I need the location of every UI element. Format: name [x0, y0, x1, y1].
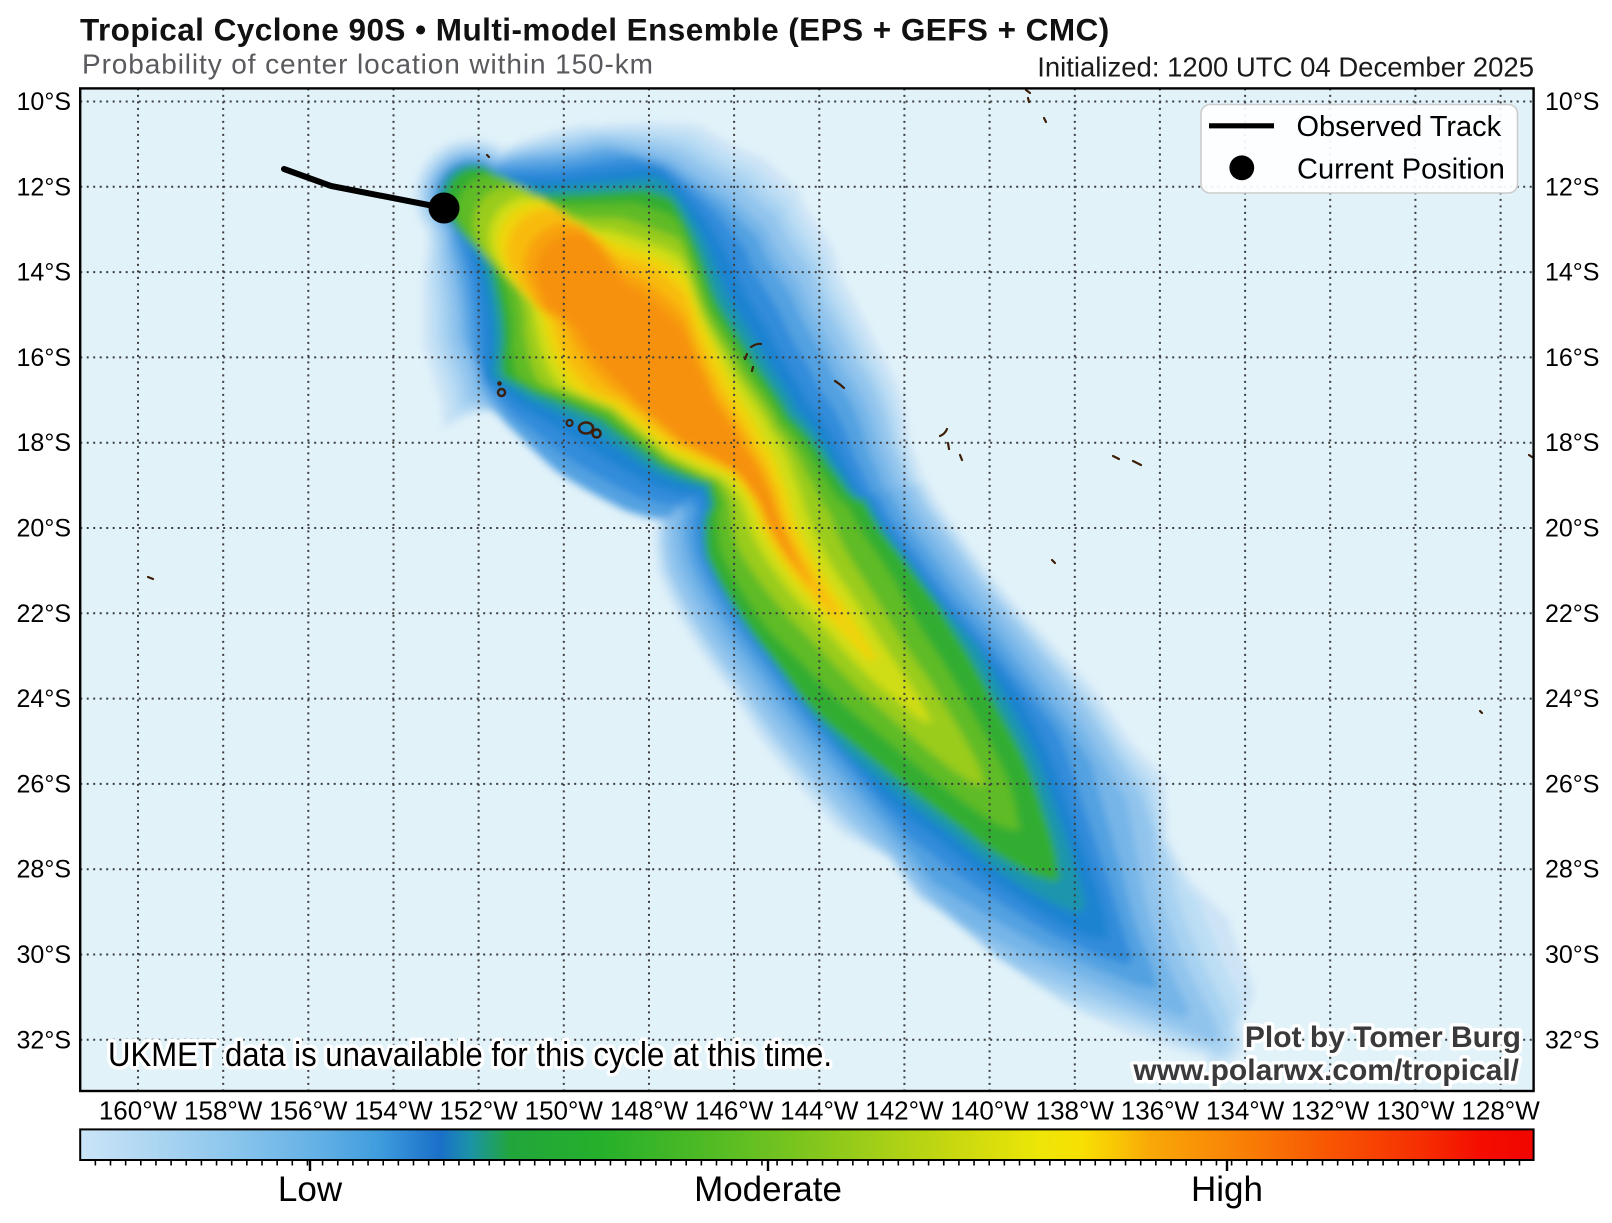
- svg-text:14°S: 14°S: [17, 259, 71, 287]
- svg-text:18°S: 18°S: [17, 429, 71, 457]
- svg-text:26°S: 26°S: [1545, 770, 1599, 798]
- svg-text:140°W: 140°W: [950, 1096, 1029, 1126]
- svg-text:24°S: 24°S: [17, 685, 71, 713]
- svg-text:16°S: 16°S: [1545, 344, 1599, 372]
- svg-text:30°S: 30°S: [17, 941, 71, 969]
- svg-text:148°W: 148°W: [610, 1096, 689, 1126]
- svg-text:158°W: 158°W: [184, 1096, 263, 1126]
- svg-text:156°W: 156°W: [269, 1096, 348, 1126]
- svg-text:32°S: 32°S: [17, 1026, 71, 1054]
- svg-text:12°S: 12°S: [17, 173, 71, 201]
- svg-text:Probability of center location: Probability of center location within 15…: [82, 49, 654, 80]
- svg-text:26°S: 26°S: [17, 770, 71, 798]
- svg-text:18°S: 18°S: [1545, 429, 1599, 457]
- svg-text:32°S: 32°S: [1545, 1026, 1599, 1054]
- svg-text:28°S: 28°S: [17, 856, 71, 884]
- svg-text:20°S: 20°S: [1545, 515, 1599, 543]
- svg-text:Observed Track: Observed Track: [1297, 111, 1502, 143]
- svg-text:Moderate: Moderate: [694, 1170, 842, 1209]
- svg-text:154°W: 154°W: [354, 1096, 433, 1126]
- svg-text:22°S: 22°S: [1545, 600, 1599, 628]
- svg-text:20°S: 20°S: [17, 515, 71, 543]
- svg-text:Initialized: 1200 UTC 04 Decem: Initialized: 1200 UTC 04 December 2025: [1037, 52, 1534, 83]
- svg-text:28°S: 28°S: [1545, 856, 1599, 884]
- svg-text:Current Position: Current Position: [1297, 153, 1505, 185]
- svg-text:30°S: 30°S: [1545, 941, 1599, 969]
- svg-text:160°W: 160°W: [99, 1096, 178, 1126]
- svg-text:14°S: 14°S: [1545, 259, 1599, 287]
- svg-text:134°W: 134°W: [1206, 1096, 1285, 1126]
- svg-text:10°S: 10°S: [17, 88, 71, 116]
- svg-text:10°S: 10°S: [1545, 88, 1599, 116]
- svg-text:Low: Low: [278, 1170, 343, 1209]
- svg-text:12°S: 12°S: [1545, 173, 1599, 201]
- svg-text:142°W: 142°W: [865, 1096, 944, 1126]
- svg-text:Plot by Tomer Burg: Plot by Tomer Burg: [1245, 1021, 1521, 1054]
- svg-text:24°S: 24°S: [1545, 685, 1599, 713]
- svg-text:UKMET data is unavailable for: UKMET data is unavailable for this cycle…: [108, 1036, 832, 1074]
- svg-text:132°W: 132°W: [1291, 1096, 1370, 1126]
- svg-text:22°S: 22°S: [17, 600, 71, 628]
- svg-text:138°W: 138°W: [1036, 1096, 1115, 1126]
- svg-text:152°W: 152°W: [439, 1096, 518, 1126]
- svg-text:High: High: [1191, 1170, 1263, 1209]
- svg-text:150°W: 150°W: [525, 1096, 604, 1126]
- svg-text:130°W: 130°W: [1376, 1096, 1455, 1126]
- svg-text:16°S: 16°S: [17, 344, 71, 372]
- svg-text:136°W: 136°W: [1121, 1096, 1200, 1126]
- svg-text:144°W: 144°W: [780, 1096, 859, 1126]
- svg-text:Tropical Cyclone 90S • Multi-m: Tropical Cyclone 90S • Multi-model Ensem…: [80, 11, 1110, 47]
- svg-text:128°W: 128°W: [1461, 1096, 1540, 1126]
- svg-text:www.polarwx.com/tropical/: www.polarwx.com/tropical/: [1132, 1054, 1519, 1087]
- svg-text:146°W: 146°W: [695, 1096, 774, 1126]
